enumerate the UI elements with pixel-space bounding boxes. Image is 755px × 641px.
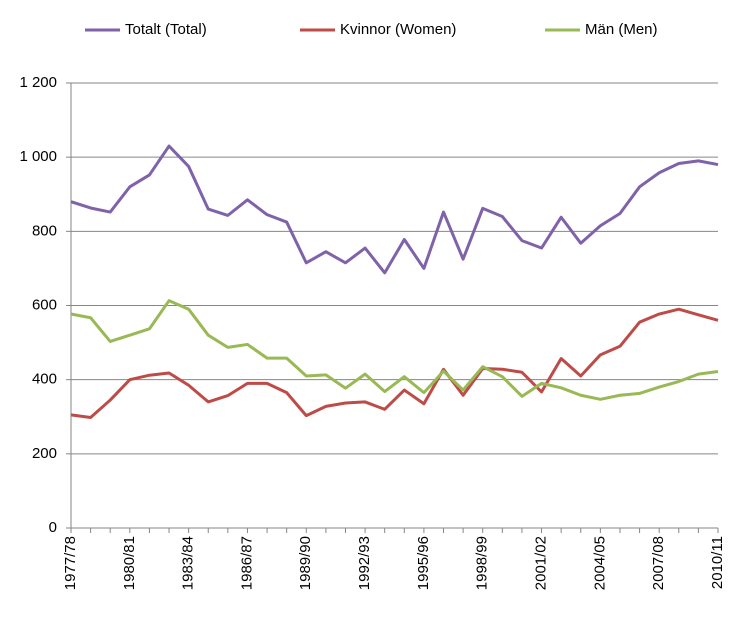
legend-label: Kvinnor (Women) xyxy=(340,21,456,38)
x-tick-label: 2004/05 xyxy=(591,536,608,590)
x-tick-label: 1977/78 xyxy=(62,536,79,590)
x-tick-label: 2007/08 xyxy=(650,536,667,590)
x-tick-label: 1998/99 xyxy=(474,536,491,590)
series-line xyxy=(70,299,719,401)
y-tick-label: 1 200 xyxy=(19,74,57,91)
x-tick-label: 1989/90 xyxy=(297,536,314,590)
y-tick-label: 200 xyxy=(32,445,57,462)
x-tick-label: 1995/96 xyxy=(415,536,432,590)
y-tick-label: 400 xyxy=(32,371,57,388)
x-tick-label: 1980/81 xyxy=(121,536,138,590)
series-line xyxy=(70,144,719,275)
y-tick-label: 0 xyxy=(49,519,57,536)
x-tick-label: 1986/87 xyxy=(238,536,255,590)
x-tick-label: 2010/11 xyxy=(709,536,726,589)
y-tick-label: 800 xyxy=(32,222,57,239)
y-tick-label: 1 000 xyxy=(19,148,57,165)
series-line xyxy=(70,307,719,419)
legend-label: Totalt (Total) xyxy=(125,21,207,38)
y-tick-label: 600 xyxy=(32,296,57,313)
x-tick-label: 2001/02 xyxy=(533,536,550,590)
legend-label: Män (Men) xyxy=(585,21,658,38)
x-tick-label: 1992/93 xyxy=(356,536,373,590)
x-tick-label: 1983/84 xyxy=(180,536,197,590)
